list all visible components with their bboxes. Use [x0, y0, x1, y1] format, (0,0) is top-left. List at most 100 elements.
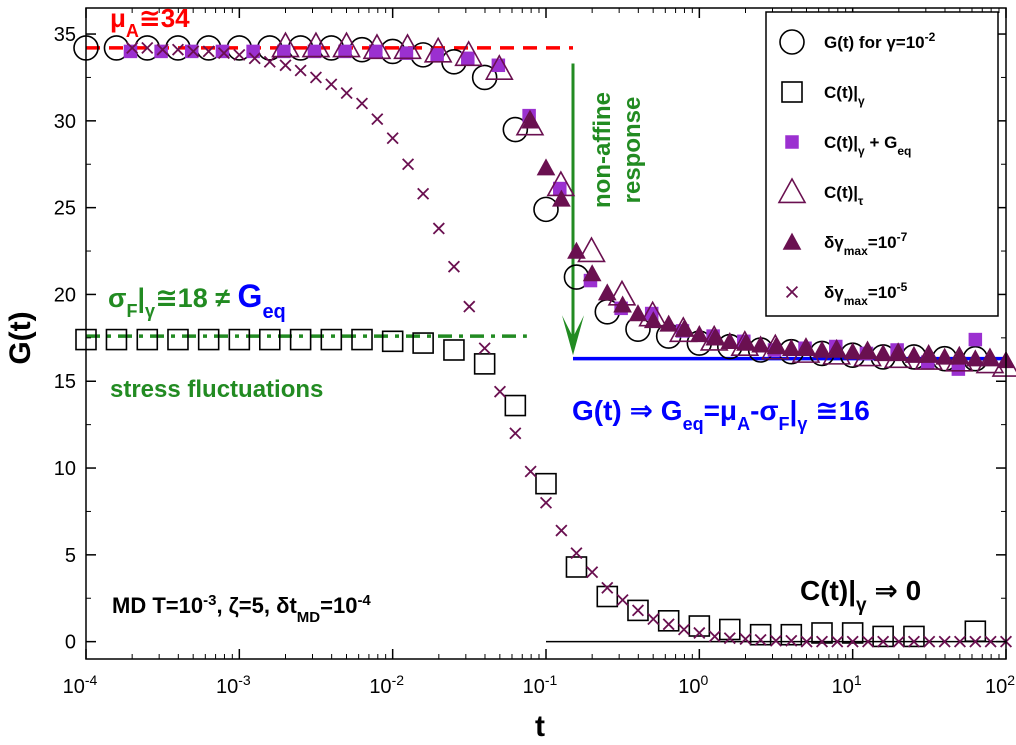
data-point	[289, 328, 312, 351]
data-point	[228, 328, 251, 351]
x-tick-label: 101	[832, 672, 862, 698]
data-point	[402, 158, 415, 171]
legend-marker	[779, 29, 805, 55]
data-point	[156, 43, 169, 56]
data-point	[800, 635, 813, 648]
data-point	[718, 618, 741, 641]
data-point	[647, 613, 660, 626]
data-point	[301, 31, 331, 58]
data-point	[332, 31, 361, 58]
data-point	[858, 342, 878, 360]
x-tick-label: 100	[678, 672, 708, 698]
data-point	[877, 635, 890, 648]
svg-text:response: response	[619, 97, 646, 204]
series-4	[521, 111, 1016, 369]
data-point	[951, 362, 966, 376]
data-point	[705, 328, 725, 346]
data-point	[320, 328, 343, 351]
non-affine-label: non-affine response	[589, 92, 646, 208]
data-point	[502, 116, 529, 143]
md-parameters-label: MD T=10-3, ζ=5, δtMD=10-4	[112, 592, 371, 626]
data-point	[202, 45, 215, 58]
x-tick-label: 102	[985, 672, 1015, 698]
x-tick-label: 10-3	[216, 672, 251, 698]
data-point	[504, 394, 527, 417]
legend: G(t) for γ=10-2 C(t)|γ C(t)|γ + Geq C(t)|τ δ…	[765, 11, 999, 317]
data-point	[430, 48, 444, 62]
data-point	[141, 41, 154, 54]
data-point	[950, 347, 970, 365]
data-point	[780, 623, 803, 646]
data-point	[628, 304, 648, 322]
data-point	[258, 328, 281, 351]
data-point	[309, 71, 322, 84]
data-point	[423, 36, 453, 63]
data-point	[785, 634, 798, 647]
data-point	[953, 635, 967, 648]
non-affine-arrow	[562, 63, 585, 356]
data-point	[601, 581, 614, 594]
data-point	[907, 635, 920, 648]
svg-text:non-affine: non-affine	[589, 92, 616, 208]
data-point	[454, 40, 484, 67]
data-point	[570, 547, 583, 560]
y-tick-label: 30	[54, 111, 76, 133]
data-point	[539, 496, 553, 509]
data-point	[171, 43, 185, 56]
data-point	[643, 311, 663, 329]
data-point	[493, 385, 507, 398]
legend-label: C(t)|γ	[824, 83, 865, 108]
y-tick-label: 0	[65, 632, 76, 654]
data-point	[533, 196, 559, 223]
legend-box	[765, 11, 999, 317]
data-point	[889, 344, 909, 362]
data-point	[815, 635, 829, 648]
data-point	[338, 44, 352, 59]
data-point	[659, 314, 679, 332]
data-point	[923, 635, 936, 648]
data-point	[613, 295, 632, 313]
data-point	[279, 59, 292, 72]
data-point	[371, 113, 384, 126]
data-point	[136, 328, 159, 351]
data-point	[325, 78, 338, 91]
data-point	[631, 604, 645, 617]
legend-label: δγmax=10-7	[824, 230, 908, 258]
data-point	[369, 44, 383, 59]
data-point	[903, 625, 925, 648]
data-point	[596, 585, 619, 608]
legend-marker	[782, 232, 802, 250]
data-point	[677, 623, 691, 636]
x-axis-title: t	[535, 710, 545, 743]
data-point	[812, 340, 832, 358]
data-point	[797, 338, 816, 356]
c-to-zero-label: C(t)|γ ⇒ 0	[800, 575, 921, 616]
data-point	[461, 51, 475, 66]
data-point	[473, 353, 496, 375]
data-point	[862, 635, 875, 648]
data-point	[827, 340, 847, 358]
data-point	[386, 132, 399, 145]
data-point	[935, 347, 954, 365]
legend-marker	[781, 81, 803, 103]
data-point	[892, 635, 905, 648]
data-point	[432, 222, 445, 235]
data-point	[567, 241, 586, 259]
x-tick-label: 10-4	[63, 672, 98, 698]
data-point	[555, 524, 568, 537]
data-point	[197, 328, 220, 351]
data-point	[577, 236, 606, 263]
x-tick-label: 10-2	[369, 672, 404, 698]
data-point	[355, 97, 369, 110]
data-point	[351, 328, 373, 351]
data-point	[841, 622, 864, 644]
data-point	[843, 342, 863, 360]
data-point	[478, 342, 491, 355]
data-point	[294, 64, 307, 77]
data-point	[187, 45, 200, 58]
y-tick-label: 15	[54, 371, 76, 393]
data-point	[307, 44, 322, 59]
data-point	[246, 44, 260, 59]
data-point	[565, 556, 588, 578]
data-point	[938, 635, 951, 648]
